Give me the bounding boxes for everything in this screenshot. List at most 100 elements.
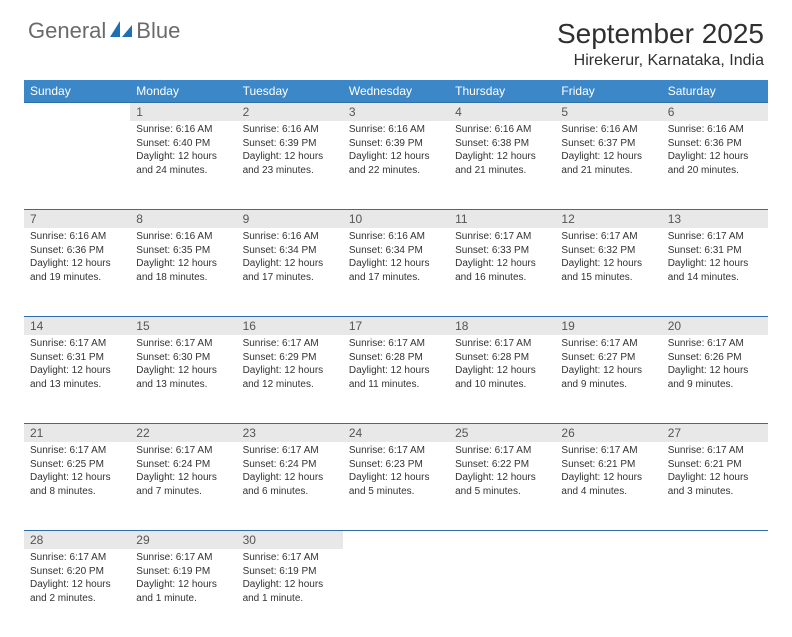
sunrise-text: Sunrise: 6:16 AM	[455, 123, 549, 137]
sunset-text: Sunset: 6:30 PM	[136, 351, 230, 365]
day-cell: Sunrise: 6:16 AMSunset: 6:36 PMDaylight:…	[662, 121, 768, 209]
daylight-text: Daylight: 12 hours and 20 minutes.	[668, 150, 762, 177]
day-number: 14	[24, 316, 130, 335]
day-cell: Sunrise: 6:17 AMSunset: 6:25 PMDaylight:…	[24, 442, 130, 530]
sunrise-text: Sunrise: 6:17 AM	[136, 444, 230, 458]
day-cell: Sunrise: 6:17 AMSunset: 6:31 PMDaylight:…	[662, 228, 768, 316]
day-number: 2	[237, 102, 343, 121]
daylight-text: Daylight: 12 hours and 8 minutes.	[30, 471, 124, 498]
day-header: Sunday	[24, 80, 130, 102]
brand-name-b: Blue	[136, 18, 180, 44]
day-cell-body: Sunrise: 6:17 AMSunset: 6:24 PMDaylight:…	[237, 442, 343, 504]
sunrise-text: Sunrise: 6:16 AM	[349, 123, 443, 137]
day-cell: Sunrise: 6:16 AMSunset: 6:37 PMDaylight:…	[555, 121, 661, 209]
sunset-text: Sunset: 6:39 PM	[243, 137, 337, 151]
day-cell: Sunrise: 6:17 AMSunset: 6:26 PMDaylight:…	[662, 335, 768, 423]
day-cell: Sunrise: 6:17 AMSunset: 6:22 PMDaylight:…	[449, 442, 555, 530]
daylight-text: Daylight: 12 hours and 13 minutes.	[136, 364, 230, 391]
sunrise-text: Sunrise: 6:17 AM	[30, 444, 124, 458]
daylight-text: Daylight: 12 hours and 11 minutes.	[349, 364, 443, 391]
day-cell-body: Sunrise: 6:17 AMSunset: 6:22 PMDaylight:…	[449, 442, 555, 504]
day-cell-body: Sunrise: 6:16 AMSunset: 6:39 PMDaylight:…	[237, 121, 343, 183]
sunrise-text: Sunrise: 6:16 AM	[243, 230, 337, 244]
day-number: 30	[237, 530, 343, 549]
day-cell: Sunrise: 6:17 AMSunset: 6:33 PMDaylight:…	[449, 228, 555, 316]
sunrise-text: Sunrise: 6:16 AM	[243, 123, 337, 137]
week-body-row: Sunrise: 6:16 AMSunset: 6:40 PMDaylight:…	[24, 121, 768, 209]
day-cell-body: Sunrise: 6:16 AMSunset: 6:38 PMDaylight:…	[449, 121, 555, 183]
sunrise-text: Sunrise: 6:16 AM	[30, 230, 124, 244]
sunrise-text: Sunrise: 6:17 AM	[30, 551, 124, 565]
day-cell-body: Sunrise: 6:16 AMSunset: 6:40 PMDaylight:…	[130, 121, 236, 183]
day-cell-body: Sunrise: 6:17 AMSunset: 6:31 PMDaylight:…	[24, 335, 130, 397]
day-number: 12	[555, 209, 661, 228]
daylight-text: Daylight: 12 hours and 14 minutes.	[668, 257, 762, 284]
week-body-row: Sunrise: 6:17 AMSunset: 6:25 PMDaylight:…	[24, 442, 768, 530]
day-number: 26	[555, 423, 661, 442]
header: General Blue September 2025 Hirekerur, K…	[0, 0, 792, 70]
day-number: 15	[130, 316, 236, 335]
day-cell-body: Sunrise: 6:17 AMSunset: 6:21 PMDaylight:…	[555, 442, 661, 504]
day-number-empty	[555, 530, 661, 549]
sunrise-text: Sunrise: 6:17 AM	[136, 551, 230, 565]
daylight-text: Daylight: 12 hours and 6 minutes.	[243, 471, 337, 498]
day-cell: Sunrise: 6:17 AMSunset: 6:21 PMDaylight:…	[555, 442, 661, 530]
daylight-text: Daylight: 12 hours and 13 minutes.	[30, 364, 124, 391]
sunset-text: Sunset: 6:21 PM	[561, 458, 655, 472]
week-daynum-row: 282930	[24, 530, 768, 549]
day-number: 28	[24, 530, 130, 549]
day-cell-body: Sunrise: 6:17 AMSunset: 6:33 PMDaylight:…	[449, 228, 555, 290]
sunrise-text: Sunrise: 6:17 AM	[455, 337, 549, 351]
daylight-text: Daylight: 12 hours and 24 minutes.	[136, 150, 230, 177]
sunrise-text: Sunrise: 6:17 AM	[349, 337, 443, 351]
day-cell: Sunrise: 6:17 AMSunset: 6:23 PMDaylight:…	[343, 442, 449, 530]
sunrise-text: Sunrise: 6:17 AM	[668, 337, 762, 351]
day-number: 10	[343, 209, 449, 228]
day-cell	[449, 549, 555, 637]
day-cell-body: Sunrise: 6:16 AMSunset: 6:34 PMDaylight:…	[237, 228, 343, 290]
day-cell	[343, 549, 449, 637]
day-number: 1	[130, 102, 236, 121]
sunset-text: Sunset: 6:39 PM	[349, 137, 443, 151]
day-cell: Sunrise: 6:17 AMSunset: 6:19 PMDaylight:…	[237, 549, 343, 637]
day-header: Saturday	[662, 80, 768, 102]
sunset-text: Sunset: 6:21 PM	[668, 458, 762, 472]
sunset-text: Sunset: 6:38 PM	[455, 137, 549, 151]
day-number-empty	[24, 102, 130, 121]
sunrise-text: Sunrise: 6:17 AM	[455, 230, 549, 244]
day-number: 6	[662, 102, 768, 121]
day-number: 3	[343, 102, 449, 121]
sail-icon	[108, 19, 134, 44]
day-cell-body: Sunrise: 6:16 AMSunset: 6:36 PMDaylight:…	[24, 228, 130, 290]
sunrise-text: Sunrise: 6:17 AM	[668, 444, 762, 458]
day-number: 20	[662, 316, 768, 335]
daylight-text: Daylight: 12 hours and 22 minutes.	[349, 150, 443, 177]
day-number: 4	[449, 102, 555, 121]
sunset-text: Sunset: 6:31 PM	[668, 244, 762, 258]
daylight-text: Daylight: 12 hours and 2 minutes.	[30, 578, 124, 605]
sunset-text: Sunset: 6:22 PM	[455, 458, 549, 472]
day-cell: Sunrise: 6:17 AMSunset: 6:20 PMDaylight:…	[24, 549, 130, 637]
day-cell-body: Sunrise: 6:17 AMSunset: 6:19 PMDaylight:…	[237, 549, 343, 611]
day-cell: Sunrise: 6:17 AMSunset: 6:28 PMDaylight:…	[343, 335, 449, 423]
day-cell: Sunrise: 6:16 AMSunset: 6:40 PMDaylight:…	[130, 121, 236, 209]
day-cell: Sunrise: 6:16 AMSunset: 6:34 PMDaylight:…	[343, 228, 449, 316]
day-header: Friday	[555, 80, 661, 102]
sunset-text: Sunset: 6:36 PM	[30, 244, 124, 258]
sunrise-text: Sunrise: 6:17 AM	[243, 444, 337, 458]
daylight-text: Daylight: 12 hours and 5 minutes.	[349, 471, 443, 498]
day-number: 22	[130, 423, 236, 442]
day-number-empty	[343, 530, 449, 549]
day-cell: Sunrise: 6:16 AMSunset: 6:34 PMDaylight:…	[237, 228, 343, 316]
sunset-text: Sunset: 6:33 PM	[455, 244, 549, 258]
week-body-row: Sunrise: 6:17 AMSunset: 6:31 PMDaylight:…	[24, 335, 768, 423]
daylight-text: Daylight: 12 hours and 19 minutes.	[30, 257, 124, 284]
sunset-text: Sunset: 6:26 PM	[668, 351, 762, 365]
daylight-text: Daylight: 12 hours and 7 minutes.	[136, 471, 230, 498]
daylight-text: Daylight: 12 hours and 18 minutes.	[136, 257, 230, 284]
day-number: 17	[343, 316, 449, 335]
day-cell-body: Sunrise: 6:17 AMSunset: 6:28 PMDaylight:…	[343, 335, 449, 397]
sunset-text: Sunset: 6:36 PM	[668, 137, 762, 151]
sunset-text: Sunset: 6:20 PM	[30, 565, 124, 579]
day-cell: Sunrise: 6:16 AMSunset: 6:38 PMDaylight:…	[449, 121, 555, 209]
